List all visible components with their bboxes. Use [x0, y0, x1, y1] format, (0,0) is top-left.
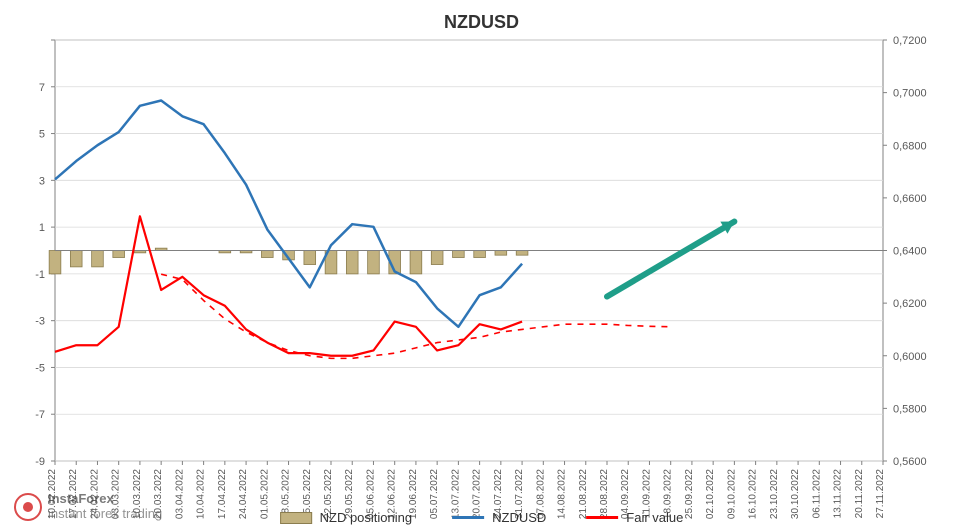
legend-swatch-bar: [280, 512, 312, 524]
svg-text:02.10.2022: 02.10.2022: [705, 469, 716, 519]
svg-text:-5: -5: [35, 362, 45, 374]
chart-container: NZDUSD -9-7-5-3-113570,56000,58000,60000…: [0, 0, 963, 531]
watermark-tagline: instant forex trading: [48, 507, 162, 521]
watermark-text: InstaForex instant forex trading: [48, 492, 162, 521]
legend-label-fairvalue: Fair value: [626, 510, 683, 525]
legend: NZD positioning NZDUSD Fair value: [280, 510, 684, 525]
svg-text:0,6400: 0,6400: [893, 246, 927, 258]
legend-label-positioning: NZD positioning: [320, 510, 413, 525]
svg-text:01.05.2022: 01.05.2022: [259, 469, 270, 519]
svg-text:27.11.2022: 27.11.2022: [875, 469, 886, 519]
chart-title: NZDUSD: [444, 12, 519, 33]
svg-text:1: 1: [39, 222, 45, 234]
svg-text:24.04.2022: 24.04.2022: [238, 469, 249, 519]
svg-text:-3: -3: [35, 316, 45, 328]
svg-text:10.04.2022: 10.04.2022: [196, 469, 207, 519]
legend-item-fairvalue: Fair value: [586, 510, 683, 525]
svg-text:0,5600: 0,5600: [893, 456, 927, 468]
svg-text:03.04.2022: 03.04.2022: [174, 469, 185, 519]
svg-text:7: 7: [39, 82, 45, 94]
svg-text:5: 5: [39, 129, 45, 141]
svg-text:0,6800: 0,6800: [893, 140, 927, 152]
watermark: InstaForex instant forex trading: [14, 492, 162, 521]
svg-text:09.10.2022: 09.10.2022: [726, 469, 737, 519]
legend-label-nzdusd: NZDUSD: [492, 510, 546, 525]
legend-swatch-nzdusd: [452, 516, 484, 519]
svg-text:20.11.2022: 20.11.2022: [854, 469, 865, 519]
svg-text:23.10.2022: 23.10.2022: [769, 469, 780, 519]
svg-text:-1: -1: [35, 269, 45, 281]
svg-text:-9: -9: [35, 456, 45, 468]
svg-text:17.04.2022: 17.04.2022: [217, 469, 228, 519]
legend-item-nzdusd: NZDUSD: [452, 510, 546, 525]
svg-text:13.11.2022: 13.11.2022: [833, 469, 844, 519]
svg-text:0,6000: 0,6000: [893, 351, 927, 363]
svg-text:-7: -7: [35, 409, 45, 421]
chart-svg: -9-7-5-3-113570,56000,58000,60000,62000,…: [55, 40, 883, 461]
svg-text:3: 3: [39, 175, 45, 187]
svg-text:16.10.2022: 16.10.2022: [748, 469, 759, 519]
svg-text:0,5800: 0,5800: [893, 403, 927, 415]
legend-swatch-fairvalue: [586, 516, 618, 519]
svg-text:0,6600: 0,6600: [893, 193, 927, 205]
svg-text:30.10.2022: 30.10.2022: [790, 469, 801, 519]
svg-text:0,7200: 0,7200: [893, 35, 927, 47]
watermark-brand: InstaForex: [48, 492, 162, 506]
svg-text:25.09.2022: 25.09.2022: [684, 469, 695, 519]
plot-area: -9-7-5-3-113570,56000,58000,60000,62000,…: [55, 40, 883, 461]
watermark-icon: [14, 493, 42, 521]
svg-text:0,7000: 0,7000: [893, 88, 927, 100]
svg-text:06.11.2022: 06.11.2022: [811, 469, 822, 519]
legend-item-positioning: NZD positioning: [280, 510, 413, 525]
svg-text:0,6200: 0,6200: [893, 298, 927, 310]
